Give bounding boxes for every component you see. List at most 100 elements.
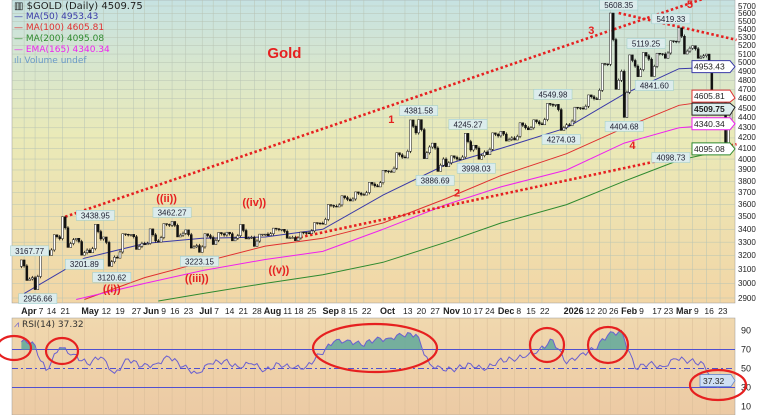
price-tag xyxy=(691,117,736,131)
candle-body xyxy=(661,53,664,55)
date-tick-label: 27 xyxy=(132,306,142,316)
price-label: 5119.25 xyxy=(632,39,661,48)
price-tick-label: 3600 xyxy=(738,200,756,210)
candle-body xyxy=(206,233,209,236)
date-tick-label: 16 xyxy=(170,306,180,316)
candle-body xyxy=(228,231,231,235)
rsi-panel xyxy=(11,317,736,415)
date-tick-label: 12 xyxy=(102,306,112,316)
candle-body xyxy=(146,243,149,246)
wave-label: ((v)) xyxy=(269,264,290,276)
candle-body xyxy=(143,243,146,246)
price-tick-label: 5100 xyxy=(738,49,756,59)
candle-body xyxy=(422,129,426,159)
candle-body xyxy=(579,107,582,109)
rsi-icon: ⩘ xyxy=(14,320,22,330)
candle-body xyxy=(691,45,694,49)
candle-body xyxy=(190,234,193,249)
candle-body xyxy=(436,147,440,172)
price-tick-label: 5300 xyxy=(738,32,756,42)
candle-body xyxy=(373,183,377,187)
candle-body xyxy=(485,151,489,155)
candle-body xyxy=(513,137,516,141)
candle-body xyxy=(113,256,116,262)
price-tag-value: 4953.43 xyxy=(694,62,725,72)
wave-label: 3 xyxy=(588,25,594,37)
candle-body xyxy=(672,40,675,42)
price-label: 3998.03 xyxy=(462,164,491,173)
candle-body xyxy=(250,237,253,239)
candle-body xyxy=(480,155,483,160)
candle-body xyxy=(126,234,130,236)
candle-body xyxy=(395,152,398,169)
candle-body xyxy=(316,222,319,224)
price-label: 3167.77 xyxy=(15,247,44,256)
price-label-group: 5608.35 xyxy=(599,0,639,11)
candle-body xyxy=(118,251,122,259)
candle-body xyxy=(255,240,259,247)
candle-body xyxy=(61,216,64,239)
date-tick-label: 21 xyxy=(239,306,249,316)
date-tick-label: 9 xyxy=(694,306,699,316)
price-label-box xyxy=(651,152,691,163)
price-tag-value: 4509.75 xyxy=(694,104,725,114)
price-tick-label: 4900 xyxy=(738,66,756,76)
price-label-group: 3998.03 xyxy=(456,163,496,174)
candle-body xyxy=(609,12,612,65)
price-label: 3462.27 xyxy=(158,208,187,217)
date-tick-label: Oct xyxy=(380,306,395,316)
legend-ma200: — MA(200) 4095.08 xyxy=(14,34,105,44)
price-label-box xyxy=(634,80,674,91)
candle-body xyxy=(362,194,366,196)
candle-body xyxy=(296,237,300,241)
price-label-box xyxy=(65,258,104,270)
candle-body xyxy=(494,132,497,135)
volume-icon: ılı xyxy=(14,56,25,66)
price-label: 4549.98 xyxy=(538,90,567,99)
candle-body xyxy=(592,96,596,99)
candle-body xyxy=(653,66,656,77)
date-tick-label: 9 xyxy=(161,306,166,316)
highlight-circle xyxy=(0,334,33,362)
candle-body xyxy=(392,167,396,173)
candle-body xyxy=(354,191,357,200)
rsi-tick-label: 90 xyxy=(741,326,751,336)
candle-body xyxy=(543,119,546,126)
price-label-box xyxy=(448,119,488,130)
candle-body xyxy=(458,158,462,161)
candle-body xyxy=(170,221,174,226)
candle-body xyxy=(620,71,623,81)
candle-body xyxy=(472,144,475,151)
candle-body xyxy=(124,233,127,235)
candle-body xyxy=(151,228,155,236)
price-tick-label: 3100 xyxy=(738,264,756,274)
candle-body xyxy=(642,52,645,70)
candle-body xyxy=(466,133,470,142)
wave-annotations: Gold 1 2 3 4 5 ((i)) ((ii)) ((iii)) ((iv)) ((v)) xyxy=(103,0,693,296)
candle-body xyxy=(20,259,23,267)
candle-body xyxy=(244,230,248,240)
candle-body xyxy=(159,237,163,243)
wave-label: 4 xyxy=(629,140,636,152)
candle-body xyxy=(305,232,308,234)
candle-body xyxy=(425,152,429,159)
highlight-circle xyxy=(44,336,80,366)
date-tick-label: 22 xyxy=(362,306,372,316)
candle-body xyxy=(565,124,568,128)
candle-body xyxy=(529,127,533,131)
candle-body xyxy=(398,152,401,156)
candle-body xyxy=(302,231,305,234)
rsi-legend: ⩘ RSI(14) 37.32 xyxy=(14,320,84,330)
price-label-box xyxy=(456,163,496,174)
candle-body xyxy=(200,246,204,253)
price-label-group: 4274.03 xyxy=(541,134,581,145)
candle-body xyxy=(291,237,294,239)
date-tick-label: Sep xyxy=(323,306,340,316)
candle-body xyxy=(431,142,434,148)
legend-ma100: — MA(100) 4605.81 xyxy=(14,23,105,33)
price-label: 4274.03 xyxy=(547,135,576,144)
candle-body xyxy=(694,45,697,50)
date-tick-label: 24 xyxy=(485,306,495,316)
price-label-group: 4404.68 xyxy=(604,121,644,132)
candle-body xyxy=(617,80,620,90)
